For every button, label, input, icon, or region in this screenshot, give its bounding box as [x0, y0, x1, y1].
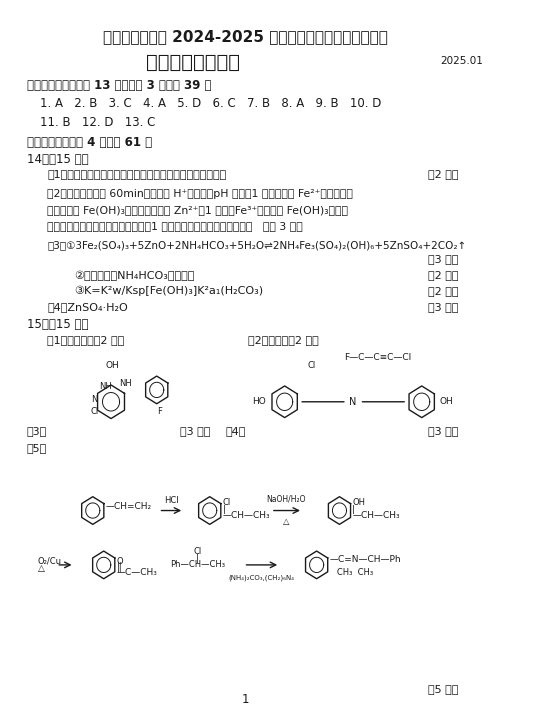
Text: O: O	[117, 557, 123, 567]
Text: —C=N—CH—Ph: —C=N—CH—Ph	[330, 555, 401, 564]
Text: NH: NH	[99, 383, 112, 391]
Text: （3 分）: （3 分）	[428, 427, 458, 437]
Text: 2025.01: 2025.01	[440, 56, 483, 66]
Text: （4）: （4）	[225, 427, 246, 437]
Text: 附着在锌矿矿渣表面阻碍锌的浸出（1 分），使滤液中锌质量分数升高   （共 3 分）: 附着在锌矿矿渣表面阻碍锌的浸出（1 分），使滤液中锌质量分数升高 （共 3 分）	[47, 221, 303, 231]
Text: （3 分）: （3 分）	[180, 427, 210, 437]
Text: N: N	[349, 397, 357, 407]
Text: 二、非选择题：共 4 题，共 61 分: 二、非选择题：共 4 题，共 61 分	[27, 136, 152, 149]
Text: HO: HO	[253, 398, 266, 406]
Text: Ph—CH—CH₃: Ph—CH—CH₃	[170, 560, 225, 569]
Text: |: |	[223, 505, 225, 514]
Text: （5）: （5）	[27, 443, 47, 453]
Text: 高三化学参考答案: 高三化学参考答案	[146, 53, 240, 72]
Text: |: |	[352, 505, 355, 514]
Text: —CH=CH₂: —CH=CH₂	[105, 502, 152, 511]
Text: （2 分）: （2 分）	[428, 271, 458, 280]
Text: （2）酰胺基（2 分）: （2）酰胺基（2 分）	[248, 334, 319, 344]
Text: （2 分）: （2 分）	[428, 286, 458, 296]
Text: —CH—CH₃: —CH—CH₃	[223, 511, 270, 520]
Text: （3）①3Fe₂(SO₄)₃+5ZnO+2NH₄HCO₃+5H₂O⇌2NH₄Fe₃(SO₄)₂(OH)₆+5ZnSO₄+2CO₂↑: （3）①3Fe₂(SO₄)₃+5ZnO+2NH₄HCO₃+5H₂O⇌2NH₄Fe…	[47, 241, 467, 251]
Text: （3 分）: （3 分）	[428, 302, 458, 312]
Text: N: N	[91, 395, 98, 404]
Text: CH₃  CH₃: CH₃ CH₃	[330, 568, 373, 577]
Text: △: △	[283, 518, 290, 526]
Text: （5 分）: （5 分）	[428, 684, 458, 694]
Text: (NH₄)₂CO₃,(CH₂)₆N₄: (NH₄)₂CO₃,(CH₂)₆N₄	[229, 575, 295, 581]
Text: 15．（15 分）: 15．（15 分）	[27, 318, 88, 331]
Text: （3）: （3）	[27, 427, 47, 437]
Text: （1）增大与酸接触面积，加快反应速率，提高锌矿浸浸出率: （1）增大与酸接触面积，加快反应速率，提高锌矿浸浸出率	[47, 170, 226, 180]
Text: |: |	[196, 555, 199, 564]
Text: HCl: HCl	[164, 496, 179, 505]
Text: Cl: Cl	[194, 547, 202, 555]
Text: ②温度过高，NH₄HCO₃受热分解: ②温度过高，NH₄HCO₃受热分解	[74, 271, 195, 280]
Text: （2）浸出时间超过 60min，溶液中 H⁺被消耗、pH 升高（1 分），随着 Fe²⁺水解程度增: （2）浸出时间超过 60min，溶液中 H⁺被消耗、pH 升高（1 分），随着 …	[47, 190, 353, 200]
Text: ③K=K²w/Ksp[Fe(OH)₃]K²a₁(H₂CO₃): ③K=K²w/Ksp[Fe(OH)₃]K²a₁(H₂CO₃)	[74, 286, 264, 297]
Text: 盐城市、南京市 2024-2025 学年度第一学期期末调研测试: 盐城市、南京市 2024-2025 学年度第一学期期末调研测试	[103, 29, 388, 44]
Text: （4）ZnSO₄·H₂O: （4）ZnSO₄·H₂O	[47, 302, 128, 312]
Text: 11. B   12. D   13. C: 11. B 12. D 13. C	[40, 116, 155, 129]
Text: （3 分）: （3 分）	[428, 254, 458, 265]
Text: NaOH/H₂O: NaOH/H₂O	[267, 495, 306, 503]
Text: F: F	[157, 407, 162, 416]
Text: 大，生成的 Fe(OH)₃胶体吸附溶液中 Zn²⁺（1 分）；Fe³⁺还可生成 Fe(OH)₃沉淀，: 大，生成的 Fe(OH)₃胶体吸附溶液中 Zn²⁺（1 分）；Fe³⁺还可生成 …	[47, 205, 348, 215]
Text: （2 分）: （2 分）	[428, 170, 458, 180]
Text: △: △	[38, 564, 45, 574]
Text: —C—CH₃: —C—CH₃	[117, 568, 157, 577]
Text: ‖: ‖	[117, 562, 121, 572]
Text: —CH—CH₃: —CH—CH₃	[352, 511, 400, 520]
Text: 1: 1	[242, 694, 249, 706]
Text: OH: OH	[440, 398, 454, 406]
Text: 一、单项选择题：共 13 题，每题 3 分，共 39 分: 一、单项选择题：共 13 题，每题 3 分，共 39 分	[27, 79, 211, 92]
Text: Cl: Cl	[90, 407, 99, 416]
Text: Cl: Cl	[223, 498, 231, 507]
Text: NH: NH	[119, 379, 132, 388]
Text: （1）取代反应（2 分）: （1）取代反应（2 分）	[47, 334, 124, 344]
Text: Cl: Cl	[308, 361, 316, 370]
Text: 1. A   2. B   3. C   4. A   5. D   6. C   7. B   8. A   9. B   10. D: 1. A 2. B 3. C 4. A 5. D 6. C 7. B 8. A …	[40, 97, 381, 110]
Text: OH: OH	[352, 498, 365, 507]
Text: 14．（15 分）: 14．（15 分）	[27, 153, 89, 165]
Text: OH: OH	[106, 361, 120, 370]
Text: O₂/Cu: O₂/Cu	[38, 557, 62, 565]
Text: F—C—C≡C—Cl: F—C—C≡C—Cl	[344, 353, 411, 362]
